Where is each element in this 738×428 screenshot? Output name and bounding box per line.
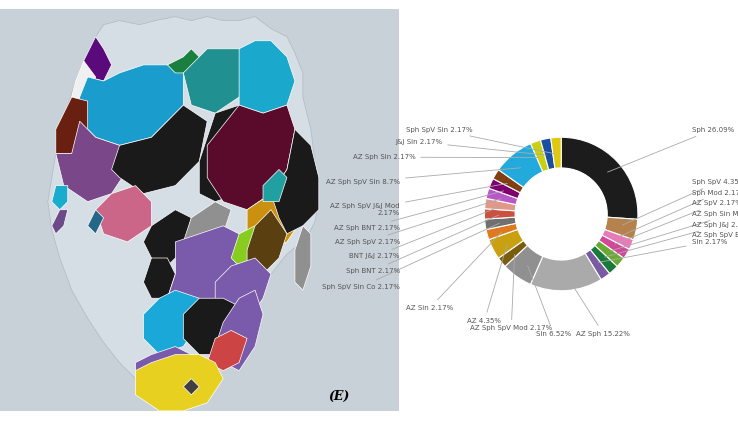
Text: AZ Sin 2.17%: AZ Sin 2.17% [407,232,502,311]
Wedge shape [531,140,549,172]
Polygon shape [215,258,271,322]
Wedge shape [531,253,601,291]
Wedge shape [498,143,543,187]
Wedge shape [602,229,633,250]
Wedge shape [489,178,520,199]
Polygon shape [48,17,319,407]
Text: (E): (E) [328,390,349,403]
Text: AZ Sph 15.22%: AZ Sph 15.22% [567,276,630,337]
Text: AZ Sph Sin Mod 2.17%: AZ Sph Sin Mod 2.17% [610,211,738,251]
Wedge shape [599,235,630,259]
Text: J&J Sin 2.17%: J&J Sin 2.17% [395,139,546,155]
Polygon shape [271,129,319,234]
Wedge shape [590,245,617,273]
Wedge shape [486,223,518,240]
Text: AZ Sph J&J 2.17%: AZ Sph J&J 2.17% [604,222,738,257]
Polygon shape [136,347,191,395]
Wedge shape [561,137,638,219]
Polygon shape [247,178,303,250]
Polygon shape [83,37,111,81]
Wedge shape [505,245,542,284]
Text: AZ SpV 2.17%: AZ SpV 2.17% [615,200,738,244]
Text: Sph Mod 2.17%: Sph Mod 2.17% [618,190,738,237]
Wedge shape [485,198,516,211]
Polygon shape [143,258,176,298]
Polygon shape [143,290,199,354]
Polygon shape [168,226,247,322]
Text: Sph SpV Sin 2.17%: Sph SpV Sin 2.17% [407,127,554,154]
Text: AZ Sph SpV BNT J&J
Sin 2.17%: AZ Sph SpV BNT J&J Sin 2.17% [599,232,738,262]
Text: AZ 4.35%: AZ 4.35% [467,244,507,324]
Polygon shape [207,330,247,371]
Wedge shape [585,250,610,279]
Text: AZ Sph SpV 2.17%: AZ Sph SpV 2.17% [334,199,501,245]
Text: AZ Sph SpV J&J Mod
2.17%: AZ Sph SpV J&J Mod 2.17% [331,183,507,216]
Polygon shape [56,121,128,202]
Text: Sin 6.52%: Sin 6.52% [528,265,571,337]
Text: AZ Sph Sin 2.17%: AZ Sph Sin 2.17% [353,154,539,160]
Polygon shape [295,226,311,290]
Polygon shape [143,210,191,266]
Wedge shape [604,217,638,240]
Polygon shape [52,210,68,234]
Text: AZ Sph SpV Sin 8.7%: AZ Sph SpV Sin 8.7% [326,168,520,185]
Wedge shape [486,188,518,205]
Polygon shape [207,105,295,210]
Polygon shape [183,298,239,354]
Text: Sph SpV Sin Co 2.17%: Sph SpV Sin Co 2.17% [322,223,500,290]
Text: Sph SpV 4.35%: Sph SpV 4.35% [622,179,738,225]
Polygon shape [231,226,263,266]
Wedge shape [551,137,561,168]
Wedge shape [498,241,528,266]
Wedge shape [484,209,515,219]
Wedge shape [493,170,523,193]
Polygon shape [215,290,263,371]
Polygon shape [183,379,199,395]
Text: BNT J&J 2.17%: BNT J&J 2.17% [350,207,500,259]
Text: Sph 26.09%: Sph 26.09% [607,127,734,172]
Wedge shape [595,241,624,266]
Polygon shape [111,105,207,193]
Polygon shape [183,202,231,250]
Polygon shape [80,65,183,146]
Polygon shape [88,210,103,234]
Polygon shape [56,97,88,153]
Text: AZ Sph BNT 2.17%: AZ Sph BNT 2.17% [334,191,503,231]
Wedge shape [485,217,516,229]
Wedge shape [489,229,523,258]
Polygon shape [72,61,96,101]
Polygon shape [263,169,287,202]
Polygon shape [183,49,247,113]
Text: AZ Sph SpV Mod 2.17%: AZ Sph SpV Mod 2.17% [470,255,553,331]
Polygon shape [52,186,68,210]
Polygon shape [199,105,255,202]
Polygon shape [247,210,287,274]
Polygon shape [96,186,151,242]
Polygon shape [239,41,295,113]
Wedge shape [540,138,555,169]
Polygon shape [136,354,223,411]
Polygon shape [168,49,199,73]
Circle shape [515,168,607,260]
Text: Sph BNT 2.17%: Sph BNT 2.17% [345,215,499,274]
